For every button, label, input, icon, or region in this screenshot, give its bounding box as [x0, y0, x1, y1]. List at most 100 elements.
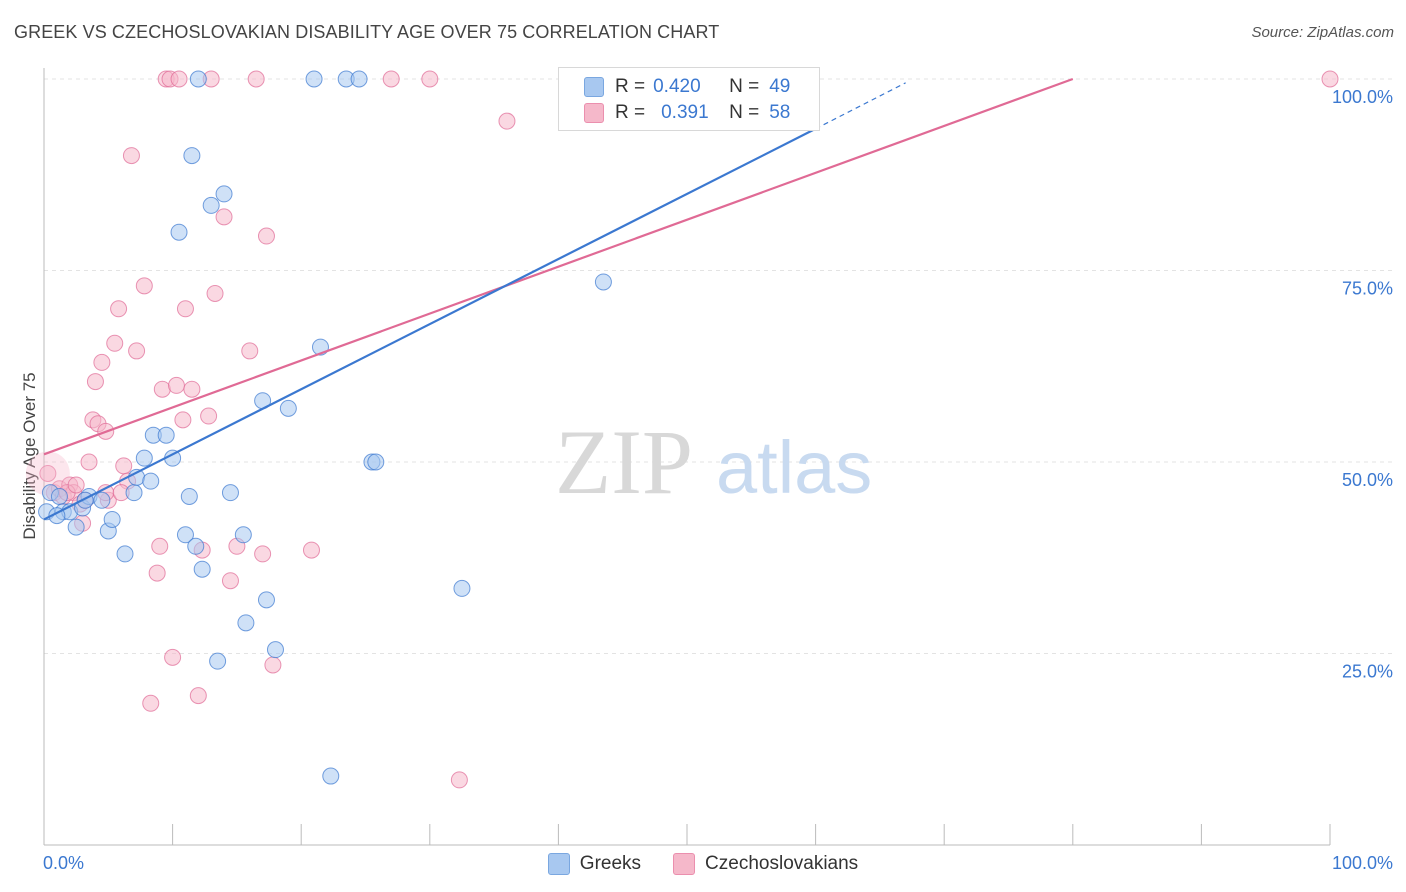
- data-point: [221, 484, 239, 502]
- data-point: [322, 767, 340, 785]
- legend-r-label: R =: [615, 102, 646, 123]
- data-point: [115, 457, 133, 475]
- legend-label-czechoslovakians: Czechoslovakians: [705, 853, 859, 874]
- data-point: [241, 342, 259, 360]
- data-point: [67, 476, 85, 494]
- data-point: [209, 652, 227, 670]
- series-legend: Greeks Czechoslovakians: [0, 851, 1406, 877]
- data-point: [116, 545, 134, 563]
- data-point: [103, 510, 121, 528]
- legend-item-greeks[interactable]: Greeks: [547, 853, 642, 875]
- data-point: [266, 641, 284, 659]
- x-tick-labels: 0.0% 100.0%: [43, 853, 1393, 873]
- y-axis-label: Disability Age Over 75: [20, 372, 39, 539]
- legend-row-greeks: R = 0.420 N = 49: [584, 75, 791, 99]
- data-point: [247, 70, 265, 88]
- data-point: [183, 147, 201, 165]
- data-point: [215, 208, 233, 226]
- data-point: [221, 572, 239, 590]
- legend-label-greeks: Greeks: [579, 853, 642, 874]
- data-point: [142, 694, 160, 712]
- trend-lines: [43, 77, 1074, 521]
- data-point: [279, 399, 297, 417]
- y-tick-label: 50.0%: [1342, 470, 1393, 490]
- greeks-points: [38, 70, 722, 785]
- data-point: [135, 277, 153, 295]
- data-point: [142, 472, 160, 490]
- watermark-atlas: atlas: [716, 426, 872, 509]
- data-point: [367, 453, 385, 471]
- legend-n-label: N =: [729, 102, 760, 123]
- data-point: [215, 185, 233, 203]
- trend-line-greeks: [43, 127, 817, 521]
- legend-swatch-czechoslovakians: [673, 853, 696, 875]
- legend-r-value: 0.420: [653, 76, 701, 97]
- data-point: [80, 453, 98, 471]
- axes: [43, 68, 1331, 846]
- data-point: [257, 591, 275, 609]
- data-point: [200, 407, 218, 425]
- watermark-zip: ZIP: [555, 411, 693, 513]
- data-point: [183, 380, 201, 398]
- correlation-legend: R = 0.420 N = 49 R = 0.391 N = 58: [558, 67, 820, 131]
- legend-swatch-greeks: [547, 853, 570, 875]
- data-point: [176, 526, 194, 544]
- data-point: [1321, 70, 1339, 88]
- data-point: [594, 273, 612, 291]
- legend-n-value: 58: [769, 102, 791, 123]
- legend-row-czechoslovakians: R = 0.391 N = 58: [584, 101, 791, 125]
- data-point: [382, 70, 400, 88]
- legend-swatch-greeks: [584, 77, 604, 97]
- data-point: [302, 541, 320, 559]
- data-point: [305, 70, 323, 88]
- data-point: [237, 614, 255, 632]
- y-tick-label: 75.0%: [1342, 279, 1393, 299]
- data-point: [187, 537, 205, 555]
- data-point: [50, 487, 68, 505]
- legend-item-czechoslovakians[interactable]: Czechoslovakians: [673, 853, 858, 875]
- legend-n-label: N =: [729, 76, 760, 97]
- data-point: [170, 223, 188, 241]
- data-point: [93, 353, 111, 371]
- data-point: [189, 70, 207, 88]
- data-point: [151, 537, 169, 555]
- data-point: [421, 70, 439, 88]
- trend-line-greeks-extension: [815, 82, 906, 130]
- data-point: [148, 564, 166, 582]
- y-tick-label: 25.0%: [1342, 662, 1393, 682]
- data-point: [67, 518, 85, 536]
- data-point: [125, 484, 143, 502]
- data-point: [453, 579, 471, 597]
- data-point: [176, 300, 194, 318]
- data-point: [234, 526, 252, 544]
- data-point: [135, 449, 153, 467]
- data-point: [202, 196, 220, 214]
- grid-lines: [44, 78, 1395, 654]
- data-point: [450, 771, 468, 789]
- data-point: [206, 284, 224, 302]
- data-point: [153, 380, 171, 398]
- data-point: [110, 300, 128, 318]
- data-point: [189, 687, 207, 705]
- data-point: [257, 227, 275, 245]
- y-tick-labels: 100.0% 75.0% 50.0% 25.0%: [1332, 87, 1393, 682]
- chart-title: GREEK VS CZECHOSLOVAKIAN DISABILITY AGE …: [14, 22, 720, 42]
- data-point: [193, 560, 211, 578]
- data-point: [498, 112, 516, 130]
- data-point-large: [25, 451, 70, 496]
- source-credit: Source: ZipAtlas.com: [1251, 24, 1394, 41]
- legend-r-label: R =: [615, 76, 646, 97]
- legend-n-value: 49: [769, 76, 791, 97]
- data-point: [174, 411, 192, 429]
- data-point: [167, 376, 185, 394]
- x-tick-label-left: 0.0%: [43, 853, 84, 873]
- data-point: [93, 491, 111, 509]
- data-point: [254, 545, 272, 563]
- data-point: [164, 648, 182, 666]
- data-point: [86, 373, 104, 391]
- czechoslovakians-points: [25, 70, 1339, 789]
- y-tick-label: 100.0%: [1332, 87, 1393, 107]
- data-point: [180, 487, 198, 505]
- data-point: [264, 656, 282, 674]
